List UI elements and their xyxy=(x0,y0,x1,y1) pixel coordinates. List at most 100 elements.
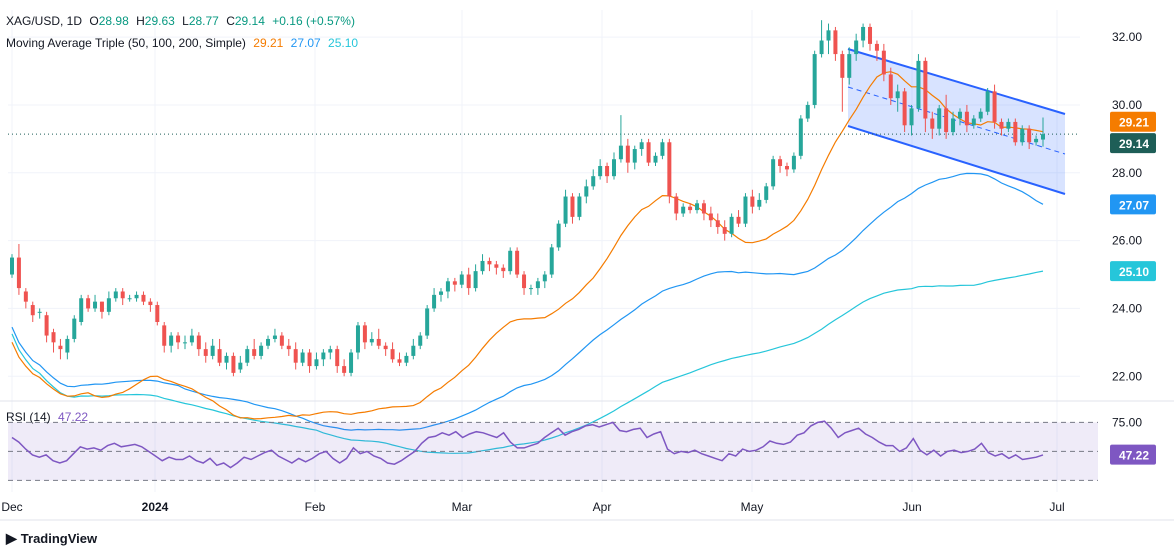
candle-body xyxy=(605,166,610,177)
candle-body xyxy=(439,291,444,295)
candle xyxy=(750,189,755,214)
candle xyxy=(757,193,762,211)
candle-body xyxy=(286,345,291,350)
candle xyxy=(563,189,568,228)
candle-body xyxy=(376,338,381,346)
close-label: C xyxy=(226,14,235,28)
candle xyxy=(874,40,879,61)
price-badge-label-ma200: 25.10 xyxy=(1119,265,1149,279)
candle-body xyxy=(618,145,623,160)
candle-body xyxy=(805,104,810,119)
symbol-label[interactable]: XAG/USD, 1D xyxy=(6,14,83,28)
candle-body xyxy=(750,196,755,207)
x-tick-label: Apr xyxy=(593,500,612,514)
candle xyxy=(155,301,160,326)
candle xyxy=(266,335,271,350)
rsi-header-value: 47.22 xyxy=(58,410,89,424)
rsi-label[interactable]: RSI (14) xyxy=(6,410,51,424)
candle xyxy=(376,328,381,350)
candle xyxy=(30,301,35,322)
candle-body xyxy=(480,260,485,272)
candle xyxy=(695,199,700,214)
candle xyxy=(833,26,838,61)
candle xyxy=(1013,118,1018,146)
candle xyxy=(625,138,630,173)
candle-body xyxy=(51,332,56,343)
candle-body xyxy=(390,349,395,360)
y-tick-label: 32.00 xyxy=(1112,30,1142,44)
candle xyxy=(411,338,416,360)
candle-body xyxy=(528,288,533,290)
x-tick-label: May xyxy=(741,500,764,514)
candle xyxy=(99,301,104,319)
price-badge-ma100 xyxy=(1110,194,1156,215)
candle-body xyxy=(300,352,305,363)
candle xyxy=(895,84,900,112)
candle-body xyxy=(169,335,174,346)
candle-body xyxy=(369,338,374,343)
candle-body xyxy=(598,166,603,177)
candle-body xyxy=(778,159,783,166)
candle xyxy=(203,342,208,363)
candle xyxy=(957,108,962,126)
tradingview-logo[interactable]: ▶ TradingView xyxy=(6,530,97,547)
candle xyxy=(978,108,983,122)
candle-body xyxy=(445,281,450,292)
candle xyxy=(120,288,125,306)
candle xyxy=(314,352,319,370)
candle-body xyxy=(487,260,492,265)
candle-body xyxy=(819,40,824,55)
price-badge-label-last: 29.14 xyxy=(1119,137,1149,151)
candle-body xyxy=(494,264,499,268)
candle xyxy=(508,247,513,275)
ma50-value: 29.21 xyxy=(253,36,284,50)
candle-body xyxy=(72,318,77,339)
candle-body xyxy=(964,111,969,126)
candle xyxy=(473,264,478,292)
candle xyxy=(93,294,98,312)
candle-body xyxy=(708,213,713,221)
candle xyxy=(245,345,250,367)
y-tick-label: 26.00 xyxy=(1112,234,1142,248)
candle xyxy=(480,254,485,275)
candle-body xyxy=(127,298,132,300)
candle-body xyxy=(653,155,658,163)
candle xyxy=(791,152,796,173)
candle-body xyxy=(923,60,928,119)
candle xyxy=(238,355,243,373)
candle-body xyxy=(349,352,354,373)
candle-body xyxy=(141,294,146,302)
channel-lower-line xyxy=(847,125,1066,195)
rsi-level-label: 75.00 xyxy=(1112,415,1142,429)
rsi-header: RSI (14) 47.22 xyxy=(6,410,92,424)
candle-body xyxy=(231,355,236,373)
candle-body xyxy=(58,345,63,350)
candle-body xyxy=(833,30,838,55)
candle xyxy=(736,210,741,228)
candle-body xyxy=(688,206,693,211)
candle-body xyxy=(681,206,686,214)
candle-body xyxy=(176,335,181,343)
candle-body xyxy=(791,155,796,170)
candle-body xyxy=(120,291,125,299)
open-value: 28.98 xyxy=(98,14,129,28)
ma-label[interactable]: Moving Average Triple (50, 100, 200, Sim… xyxy=(6,36,246,50)
high-label: H xyxy=(136,14,145,28)
price-badge-ma200 xyxy=(1110,261,1156,282)
candle-body xyxy=(1041,134,1045,140)
candle xyxy=(418,332,423,350)
candle xyxy=(902,88,907,133)
candle xyxy=(522,271,527,295)
candle-body xyxy=(134,294,139,299)
change-value: +0.16 (+0.57%) xyxy=(272,14,355,28)
candle-body xyxy=(874,43,879,51)
candle-body xyxy=(314,359,319,367)
candle-body xyxy=(784,166,789,170)
price-badge-last xyxy=(1110,133,1156,154)
candle-body xyxy=(452,281,457,285)
candle xyxy=(79,294,84,326)
candle-body xyxy=(293,349,298,363)
candle xyxy=(577,193,582,221)
candle xyxy=(646,138,651,166)
